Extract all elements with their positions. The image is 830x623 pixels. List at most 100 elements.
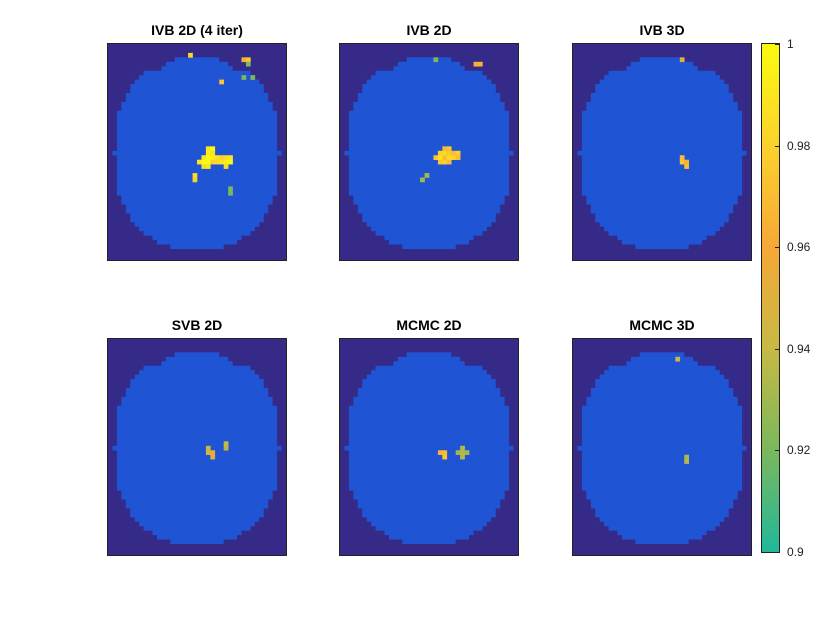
colorbar-tick-label: 0.98 bbox=[787, 138, 811, 153]
brain-mask-row bbox=[639, 352, 685, 358]
colorbar-tick-label: 0.9 bbox=[787, 545, 804, 559]
heatmap-cell bbox=[210, 146, 216, 152]
brain-mask-row bbox=[357, 92, 501, 98]
heatmap-cell bbox=[684, 159, 689, 165]
brain-mask-row bbox=[581, 186, 743, 192]
heatmap-cell bbox=[455, 150, 461, 156]
brain-mask-row bbox=[348, 463, 510, 469]
brain-mask-row bbox=[595, 379, 729, 384]
brain-mask-row bbox=[586, 494, 738, 500]
brain-mask-row bbox=[348, 454, 510, 460]
brain-mask-row bbox=[375, 230, 483, 236]
brain-mask-row bbox=[116, 115, 278, 120]
brain-mask-row bbox=[348, 146, 510, 152]
heatmap-cell bbox=[424, 173, 430, 178]
brain-mask-row bbox=[581, 124, 743, 129]
brain-mask-row bbox=[143, 230, 251, 236]
heatmap-cell bbox=[219, 159, 224, 165]
brain-mask-row bbox=[608, 365, 716, 371]
brain-mask-row bbox=[116, 472, 278, 478]
brain-mask-row bbox=[165, 61, 229, 67]
brain-mask-row bbox=[121, 396, 273, 402]
brain-mask-row bbox=[348, 436, 510, 442]
brain-mask-row bbox=[384, 235, 474, 241]
brain-mask-row bbox=[357, 387, 501, 393]
brain-mask-row bbox=[366, 374, 492, 380]
heatmap-cell bbox=[437, 159, 443, 165]
heatmap-cell bbox=[205, 150, 211, 156]
brain-mask-row bbox=[393, 361, 465, 366]
brain-mask-row bbox=[595, 217, 729, 223]
brain-mask-row bbox=[116, 454, 278, 460]
brain-mask-row bbox=[357, 392, 501, 398]
heatmap-cell bbox=[205, 146, 211, 152]
brain-mask-row bbox=[581, 472, 743, 478]
brain-mask-row bbox=[161, 361, 233, 366]
panel-title: MCMC 3D bbox=[629, 317, 695, 333]
brain-mask-row bbox=[366, 222, 492, 227]
brain-mask-row bbox=[121, 101, 273, 107]
heatmap-panel bbox=[107, 43, 287, 261]
panel-title: SVB 2D bbox=[171, 317, 223, 333]
heatmap-cell bbox=[223, 155, 229, 160]
brain-mask-row bbox=[116, 141, 278, 147]
brain-mask-row bbox=[125, 387, 269, 393]
heatmap-panel bbox=[572, 43, 752, 261]
brain-mask-row bbox=[617, 235, 707, 241]
heatmap-panel bbox=[339, 43, 519, 261]
heatmap-cell bbox=[228, 159, 233, 165]
brain-mask-row bbox=[348, 115, 510, 120]
brain-mask-row bbox=[130, 88, 264, 94]
brain-mask-row bbox=[130, 213, 264, 218]
brain-mask-row bbox=[397, 61, 461, 67]
brain-mask-row bbox=[348, 177, 510, 183]
brain-mask-row bbox=[344, 445, 514, 451]
brain-mask-row bbox=[116, 186, 278, 192]
brain-mask-row bbox=[581, 155, 743, 160]
heatmap-cell bbox=[446, 155, 452, 160]
brain-mask-row bbox=[116, 468, 278, 473]
brain-mask-row bbox=[348, 124, 510, 129]
heatmap-cell bbox=[451, 150, 456, 156]
brain-mask-row bbox=[595, 508, 729, 513]
brain-mask-row bbox=[134, 374, 260, 380]
brain-mask-row bbox=[116, 190, 278, 196]
brain-mask-row bbox=[581, 459, 743, 464]
brain-mask-row bbox=[362, 379, 496, 384]
heatmap-cell bbox=[473, 61, 479, 67]
heatmap-panel bbox=[107, 338, 287, 556]
brain-mask-row bbox=[581, 110, 743, 116]
heatmap-cell bbox=[201, 155, 207, 160]
colorbar-tick-mark bbox=[775, 552, 779, 553]
brain-mask-row bbox=[581, 133, 743, 138]
heatmap-cell bbox=[205, 164, 211, 169]
heatmap-panel bbox=[572, 338, 752, 556]
heatmap-cell bbox=[460, 454, 465, 460]
brain-mask-row bbox=[348, 159, 510, 165]
heatmap-cell bbox=[245, 61, 251, 67]
heatmap-cell bbox=[460, 450, 465, 455]
heatmap-cell bbox=[197, 159, 202, 165]
heatmap-cell bbox=[228, 186, 233, 192]
heatmap-cell bbox=[205, 159, 211, 165]
heatmap-cell bbox=[420, 177, 425, 183]
brain-mask-row bbox=[590, 92, 734, 98]
heatmap-cell bbox=[219, 155, 224, 160]
brain-mask-row bbox=[116, 419, 278, 424]
heatmap-svg bbox=[344, 352, 514, 544]
brain-mask-row bbox=[581, 190, 743, 196]
brain-mask-row bbox=[130, 217, 264, 223]
brain-mask-row bbox=[586, 106, 738, 112]
brain-mask-row bbox=[577, 445, 747, 451]
heatmap-cell bbox=[684, 164, 689, 169]
brain-mask-row bbox=[125, 97, 269, 103]
heatmap-cell bbox=[446, 146, 452, 152]
brain-mask-row bbox=[581, 454, 743, 460]
panel-title: MCMC 2D bbox=[396, 317, 462, 333]
heatmap-svg bbox=[344, 57, 514, 249]
brain-mask-row bbox=[348, 485, 510, 491]
brain-mask-row bbox=[353, 195, 505, 201]
brain-mask-row bbox=[406, 352, 452, 358]
brain-mask-row bbox=[362, 512, 496, 518]
brain-mask-row bbox=[402, 244, 456, 249]
